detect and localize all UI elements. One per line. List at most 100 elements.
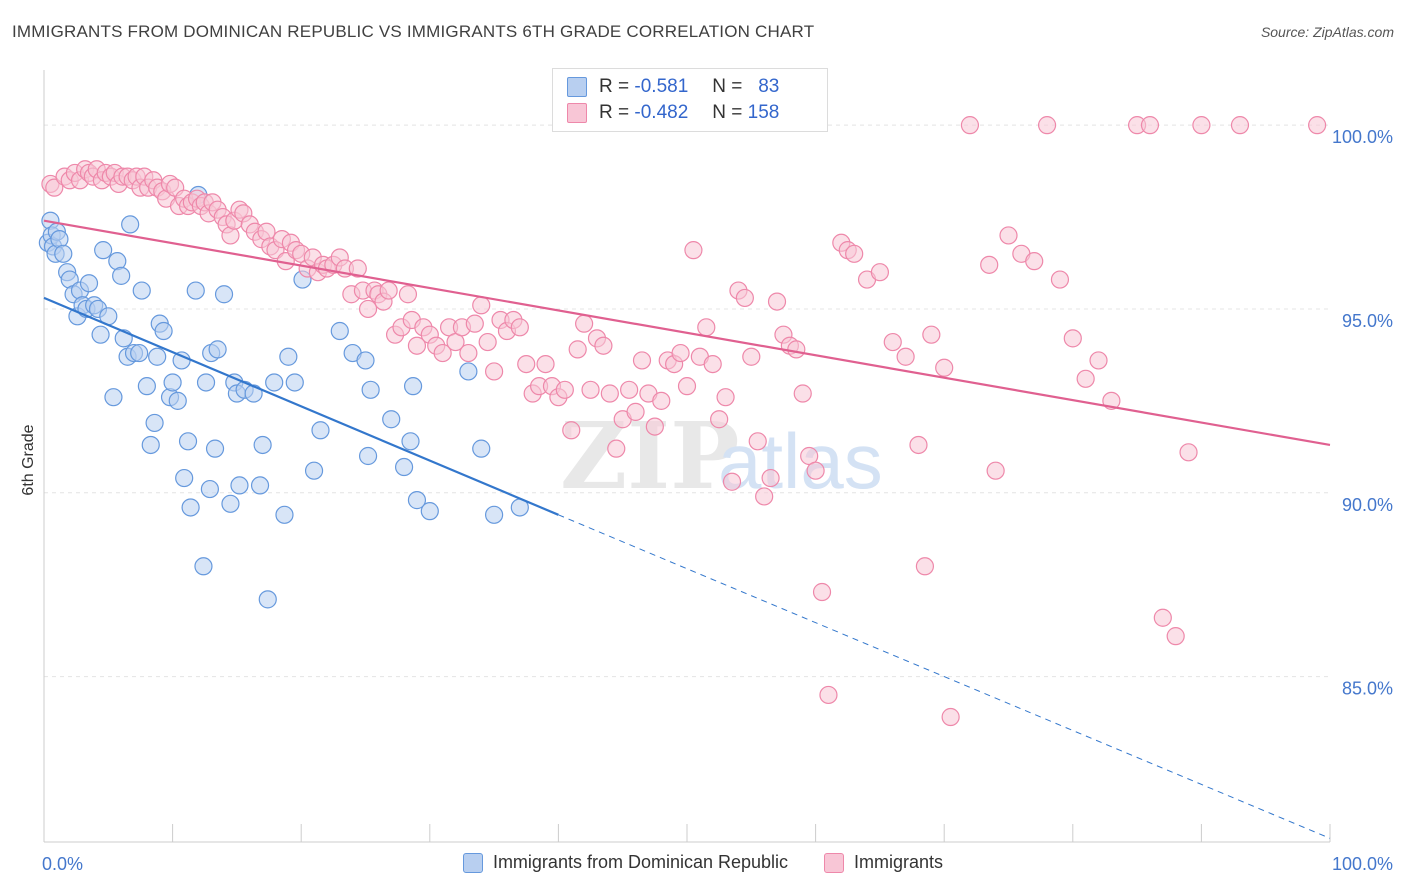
immigrants-point xyxy=(722,472,742,491)
dominican-point xyxy=(285,373,304,392)
dominican-point xyxy=(163,373,182,392)
dominican-point xyxy=(200,479,219,499)
immigrants-point xyxy=(1050,270,1070,289)
immigrants-point xyxy=(645,417,664,436)
immigrants-point xyxy=(742,347,761,366)
immigrants-point xyxy=(755,487,774,506)
immigrants-point xyxy=(581,380,600,399)
dominican-point xyxy=(401,432,420,451)
dominican-point xyxy=(361,380,380,399)
dominican-point xyxy=(250,476,270,495)
immigrants-point xyxy=(1179,443,1198,462)
dominican-point xyxy=(472,439,491,458)
immigrants-point xyxy=(407,336,427,355)
dominican-point xyxy=(214,285,234,304)
immigrants-point xyxy=(845,244,864,263)
dominican-point xyxy=(304,461,324,480)
immigrants-point xyxy=(671,343,690,363)
correlation-legend: R = -0.581 N = 83 R = -0.482 N = 158 xyxy=(552,68,828,132)
immigrants-point xyxy=(379,281,398,300)
watermark-atlas: atlas xyxy=(718,417,883,505)
dominican-point xyxy=(168,391,187,410)
dominican-point xyxy=(137,377,156,396)
dominican-point xyxy=(358,446,378,466)
immigrants-point xyxy=(922,325,941,344)
x-tick-label: 0.0% xyxy=(42,854,83,874)
dominican-point xyxy=(196,373,216,392)
dominican-point xyxy=(330,321,349,341)
immigrants-point xyxy=(697,318,716,337)
dominican-point xyxy=(94,241,113,260)
immigrants-point xyxy=(433,343,452,363)
immigrants-point xyxy=(568,340,587,359)
immigrants-point xyxy=(620,380,639,399)
immigrants-point xyxy=(465,314,484,333)
dominican-trend-line xyxy=(43,296,559,516)
immigrants-point xyxy=(472,296,491,315)
immigrants-point xyxy=(677,377,697,396)
immigrants-point xyxy=(398,285,418,304)
dominican-point xyxy=(148,347,167,366)
dominican-point xyxy=(244,384,263,403)
dominican-point xyxy=(407,491,427,510)
immigrants-point xyxy=(1089,351,1108,370)
immigrants-point xyxy=(819,685,838,705)
immigrants-point xyxy=(632,351,652,370)
immigrants-point xyxy=(896,347,915,366)
immigrants-point xyxy=(999,226,1018,245)
immigrants-point xyxy=(1308,116,1327,135)
immigrants-point xyxy=(358,299,378,319)
dominican-point xyxy=(275,505,294,524)
n-label: N = xyxy=(712,102,743,123)
immigrants-point xyxy=(652,391,671,410)
immigrants-point xyxy=(870,263,890,282)
dominican-point xyxy=(420,502,439,521)
trend-lines xyxy=(43,219,1331,839)
dominican-point xyxy=(54,244,73,263)
dominican-point xyxy=(112,266,131,285)
dominican-point xyxy=(394,457,414,477)
immigrants-point xyxy=(915,557,935,576)
immigrants-point xyxy=(562,421,581,440)
immigrants-point xyxy=(485,362,504,381)
immigrants-point xyxy=(883,332,902,352)
immigrants-point xyxy=(716,388,735,407)
dominican-point xyxy=(258,590,277,609)
immigrants-point xyxy=(536,354,555,374)
immigrants-point xyxy=(1166,627,1185,646)
y-axis-title: 6th Grade xyxy=(20,424,37,495)
dominican-point xyxy=(121,215,140,234)
n-label: N = xyxy=(712,76,743,97)
dominican-point xyxy=(186,281,205,300)
series-legend: Immigrants from Dominican Republic Immig… xyxy=(0,852,1406,873)
y-tick-label: 85.0% xyxy=(1342,679,1393,699)
immigrants-point xyxy=(1025,252,1044,271)
dominican-point xyxy=(194,557,213,576)
dominican-point xyxy=(485,505,504,524)
dominican-point xyxy=(208,340,227,359)
axes xyxy=(43,70,1331,843)
immigrants-point xyxy=(1192,116,1211,135)
y-tick-label: 95.0% xyxy=(1342,311,1393,331)
dominican-point xyxy=(178,432,198,451)
immigrants-point xyxy=(787,340,806,359)
immigrants-point xyxy=(960,116,980,135)
immigrants-point xyxy=(735,288,754,308)
immigrants-point xyxy=(767,292,787,311)
immigrants-point xyxy=(684,241,703,260)
r-value: -0.482 xyxy=(634,102,689,123)
immigrants-point xyxy=(703,354,722,374)
chart-source: Source: ZipAtlas.com xyxy=(1260,24,1394,40)
dominican-point xyxy=(459,362,478,381)
immigrants-point xyxy=(710,410,729,429)
legend-swatch-pink xyxy=(824,852,845,873)
dominican-point xyxy=(221,494,240,513)
legend-swatch-blue xyxy=(462,852,483,873)
tick-labels: 100.0% 95.0% 90.0% 85.0% 0.0% 100.0% xyxy=(42,127,1393,874)
dominican-trend-extension xyxy=(558,514,1331,839)
immigrants-point xyxy=(600,384,619,403)
y-tick-label: 90.0% xyxy=(1342,495,1393,515)
immigrants-point xyxy=(594,336,613,355)
n-value: 158 xyxy=(747,102,780,123)
n-value: 83 xyxy=(758,76,780,97)
